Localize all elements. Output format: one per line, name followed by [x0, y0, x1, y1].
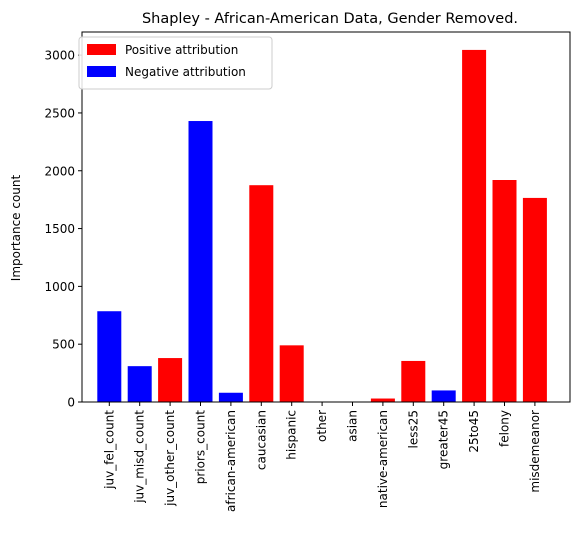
x-tick-label: less25 — [406, 410, 420, 449]
x-tick-label: juv_fel_count — [102, 410, 116, 490]
y-tick-label: 1000 — [44, 280, 75, 294]
legend-box — [78, 36, 273, 90]
x-tick-label: native-american — [376, 410, 390, 508]
x-tick-label: asian — [346, 410, 360, 442]
y-tick-label: 2000 — [44, 164, 75, 178]
y-tick-label: 2500 — [44, 106, 75, 120]
legend-swatch-positive — [87, 44, 116, 55]
chart-title: Shapley - African-American Data, Gender … — [142, 11, 518, 27]
bar-juv_fel_count — [97, 311, 122, 402]
bar-caucasian — [249, 185, 274, 402]
x-tick-label: african-american — [224, 410, 238, 512]
y-tick-label: 3000 — [44, 49, 75, 63]
x-tick-label: 25to45 — [467, 410, 481, 453]
bar-native-american — [370, 398, 395, 402]
x-tick-label: greater45 — [437, 410, 451, 469]
bar-hispanic — [279, 345, 304, 402]
bar-juv_misd_count — [127, 366, 152, 402]
plot-frame — [81, 31, 571, 403]
bar-african-american — [218, 392, 243, 402]
bar-less25 — [401, 360, 426, 402]
x-tick-label: juv_misd_count — [133, 410, 147, 504]
x-tick-label: other — [315, 410, 329, 442]
x-tick-label: caucasian — [254, 410, 268, 470]
x-tick-label: misdemeanor — [528, 410, 542, 493]
x-tick-label: priors_count — [194, 410, 208, 485]
y-tick-label: 0 — [67, 396, 75, 410]
legend-label-positive: Positive attribution — [125, 43, 238, 57]
bar-felony — [492, 180, 517, 402]
bars-group — [97, 49, 547, 403]
bar-25to45 — [462, 49, 487, 403]
x-tick-label: felony — [498, 410, 512, 447]
y-tick-label: 1500 — [44, 222, 75, 236]
bar-priors_count — [188, 121, 213, 402]
bar-juv_other_count — [158, 358, 183, 402]
legend-label-negative: Negative attribution — [125, 65, 246, 79]
x-axis-ticks: juv_fel_count juv_misd_count juv_other_cou… — [102, 402, 542, 512]
bar-misdemeanor — [522, 197, 547, 402]
y-tick-label: 500 — [52, 338, 75, 352]
y-axis-ticks: 0 500 1000 1500 2000 2500 3000 — [44, 49, 82, 410]
x-tick-label: juv_other_count — [163, 410, 177, 507]
y-axis-label: Importance count — [9, 174, 23, 281]
legend-swatch-negative — [87, 66, 116, 77]
legend: Positive attribution Negative attributio… — [78, 36, 273, 90]
bar-greater45 — [431, 390, 456, 402]
x-tick-label: hispanic — [285, 410, 299, 460]
